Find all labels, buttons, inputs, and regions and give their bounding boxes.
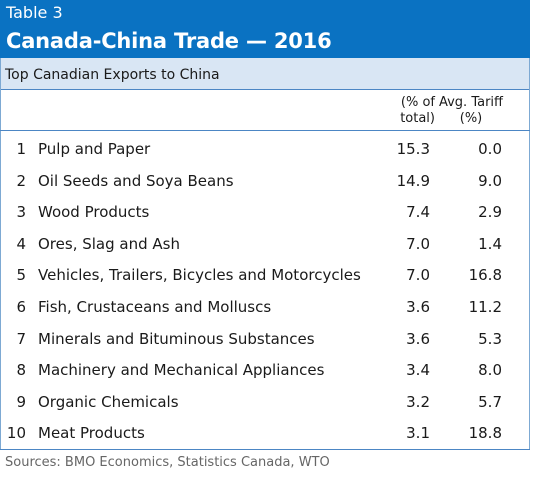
source-note: Sources: BMO Economics, Statistics Canad… <box>5 455 330 470</box>
table-row: 8 Machinery and Mechanical Appliances 3.4 8… <box>0 354 530 386</box>
header-divider <box>0 130 530 131</box>
column-header-tariff: Avg. Tariff (%) <box>431 95 511 127</box>
share-cell: 14.9 <box>396 171 430 190</box>
subtitle-bar: Top Canadian Exports to China <box>0 58 530 90</box>
tariff-cell: 8.0 <box>478 361 502 380</box>
share-cell: 3.2 <box>406 392 430 411</box>
product-cell: Ores, Slag and Ash <box>38 234 180 253</box>
table-row: 1 Pulp and Paper 15.3 0.0 <box>0 133 530 165</box>
table-row: 4 Ores, Slag and Ash 7.0 1.4 <box>0 228 530 260</box>
tariff-cell: 11.2 <box>468 298 502 316</box>
tariff-cell: 0.0 <box>478 140 502 158</box>
share-cell: 7.0 <box>406 234 430 253</box>
rank-cell: 5 <box>16 266 26 285</box>
rank-cell: 6 <box>16 298 26 316</box>
rank-cell: 1 <box>16 140 26 158</box>
column-header-share: (% of total) <box>400 95 435 127</box>
tariff-cell: 2.9 <box>478 203 502 222</box>
share-cell: 3.6 <box>406 329 430 348</box>
table-row: 7 Minerals and Bituminous Substances 3.6 5.… <box>0 323 530 355</box>
share-cell: 7.4 <box>406 203 430 222</box>
share-cell: 7.0 <box>406 266 430 285</box>
left-border <box>0 58 1 450</box>
tariff-cell: 18.8 <box>468 424 502 443</box>
table-title: Canada-China Trade — 2016 <box>6 29 332 53</box>
table-row: 5 Vehicles, Trailers, Bicycles and Motorc… <box>0 259 530 291</box>
right-border <box>529 58 530 450</box>
product-cell: Organic Chemicals <box>38 392 179 411</box>
table-banner: Table 3 Canada-China Trade — 2016 <box>0 0 530 58</box>
rank-cell: 3 <box>16 203 26 222</box>
tariff-cell: 9.0 <box>478 171 502 190</box>
rank-cell: 9 <box>16 392 26 411</box>
share-cell: 15.3 <box>396 140 430 158</box>
column-header-tariff-line2: (%) <box>459 111 483 126</box>
product-cell: Machinery and Mechanical Appliances <box>38 361 325 380</box>
tariff-cell: 5.7 <box>478 392 502 411</box>
product-cell: Meat Products <box>38 424 145 443</box>
table-row: 9 Organic Chemicals 3.2 5.7 <box>0 386 530 418</box>
table-subtitle: Top Canadian Exports to China <box>5 67 220 83</box>
share-cell: 3.4 <box>406 361 430 380</box>
table-row: 3 Wood Products 7.4 2.9 <box>0 196 530 228</box>
rank-cell: 4 <box>16 234 26 253</box>
table-number: Table 3 <box>6 3 63 22</box>
product-cell: Oil Seeds and Soya Beans <box>38 171 234 190</box>
share-cell: 3.1 <box>406 424 430 443</box>
bottom-divider <box>0 449 530 450</box>
tariff-cell: 16.8 <box>468 266 502 285</box>
table-row: 6 Fish, Crustaceans and Molluscs 3.6 11.2 <box>0 291 530 323</box>
rank-cell: 2 <box>16 171 26 190</box>
column-header-share-line2: total) <box>400 111 435 126</box>
product-cell: Fish, Crustaceans and Molluscs <box>38 298 272 316</box>
product-cell: Minerals and Bituminous Substances <box>38 329 315 348</box>
rank-cell: 10 <box>6 424 26 443</box>
share-cell: 3.6 <box>406 298 430 316</box>
tariff-cell: 1.4 <box>478 234 502 253</box>
rank-cell: 7 <box>16 329 26 348</box>
column-header-share-line1: (% of <box>400 95 435 110</box>
product-cell: Vehicles, Trailers, Bicycles and Motorcy… <box>38 266 361 285</box>
product-cell: Pulp and Paper <box>38 140 151 158</box>
table-row: 2 Oil Seeds and Soya Beans 14.9 9.0 <box>0 165 530 197</box>
column-header-tariff-line1: Avg. Tariff <box>438 95 503 110</box>
product-cell: Wood Products <box>38 203 150 222</box>
table-row: 10 Meat Products 3.1 18.8 <box>0 417 530 449</box>
rank-cell: 8 <box>16 361 26 380</box>
tariff-cell: 5.3 <box>478 329 502 348</box>
